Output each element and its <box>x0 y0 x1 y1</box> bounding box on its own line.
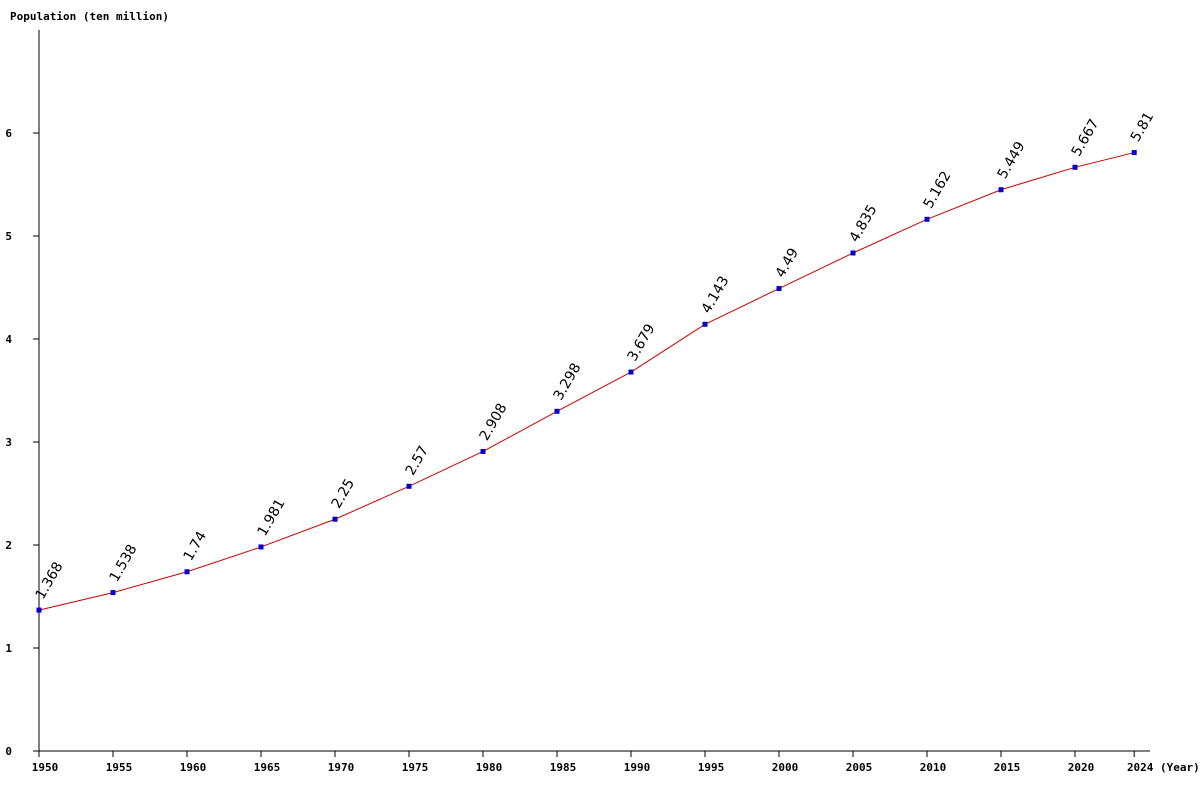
x-tick-label: 1975 <box>402 761 429 774</box>
data-value-label: 4.143 <box>699 274 733 317</box>
x-tick-label: 1960 <box>180 761 207 774</box>
data-point-marker <box>36 607 42 613</box>
data-point-marker <box>110 590 116 596</box>
population-series <box>38 152 1135 611</box>
x-tick-label: 1965 <box>254 761 281 774</box>
data-value-label: 5.81 <box>1128 110 1157 145</box>
data-markers <box>36 150 1137 613</box>
data-point-marker <box>924 216 930 222</box>
data-value-label: 1.538 <box>107 542 141 585</box>
data-value-label: 2.57 <box>403 443 432 478</box>
data-value-label: 3.298 <box>551 361 585 404</box>
data-point-marker <box>258 544 264 550</box>
x-tick-label: 2005 <box>846 761 873 774</box>
data-point-marker <box>554 408 560 414</box>
x-tick-label: 2015 <box>994 761 1021 774</box>
y-tick-label: 2 <box>5 539 12 552</box>
x-tick-label: 1985 <box>550 761 577 774</box>
x-tick-label: 1995 <box>698 761 725 774</box>
data-value-label: 1.368 <box>33 559 67 602</box>
y-tick-label: 5 <box>5 230 12 243</box>
data-point-marker <box>332 516 338 522</box>
data-point-marker <box>850 250 856 256</box>
data-value-label: 4.835 <box>847 202 881 245</box>
data-point-marker <box>1131 150 1137 156</box>
data-labels: 1.368 1.538 1.741.9812.252.572.9083.2983.6… <box>33 110 1158 603</box>
data-point-marker <box>406 483 412 489</box>
data-point-marker <box>998 187 1004 193</box>
x-tick-label: 2000 <box>772 761 799 774</box>
data-value-label: 5.449 <box>995 139 1029 182</box>
x-tick-label: 1950 <box>32 761 59 774</box>
x-tick-label: 1970 <box>328 761 355 774</box>
y-tick-label: 1 <box>5 642 12 655</box>
x-axis-title: (Year) <box>1160 761 1200 774</box>
x-tick-label: 1955 <box>106 761 133 774</box>
x-tick-label: 2024 <box>1127 761 1154 774</box>
data-point-marker <box>702 321 708 327</box>
y-tick-label: 6 <box>5 127 12 140</box>
x-tick-label: 2010 <box>920 761 947 774</box>
data-value-label: 1.74 <box>181 529 210 564</box>
data-value-label: 2.908 <box>477 401 511 444</box>
y-tick-label: 3 <box>5 436 12 449</box>
data-point-marker <box>480 448 486 454</box>
y-tick-label: 0 <box>5 745 12 758</box>
x-tick-label: 1990 <box>624 761 651 774</box>
x-tick-label: 1980 <box>476 761 503 774</box>
data-point-marker <box>628 369 634 375</box>
data-point-marker <box>1072 164 1078 170</box>
x-tick-label: 2020 <box>1068 761 1095 774</box>
data-value-label: 1.981 <box>255 496 289 539</box>
x-axis-ticks: 1950 1955 1960 1965 1970 1975 1980 1985 1990 1995… <box>32 751 1154 774</box>
y-tick-label: 4 <box>5 333 12 346</box>
data-value-label: 4.49 <box>773 246 802 281</box>
population-line <box>38 152 1135 611</box>
y-axis-ticks: 0 1 2 3 4 5 6 <box>5 127 39 758</box>
data-point-marker <box>776 286 782 292</box>
y-axis-title: Population (ten million) <box>10 10 169 23</box>
data-value-label: 5.667 <box>1069 117 1103 160</box>
data-point-marker <box>184 569 190 575</box>
data-value-label: 2.25 <box>329 476 358 511</box>
data-value-label: 5.162 <box>921 169 955 212</box>
